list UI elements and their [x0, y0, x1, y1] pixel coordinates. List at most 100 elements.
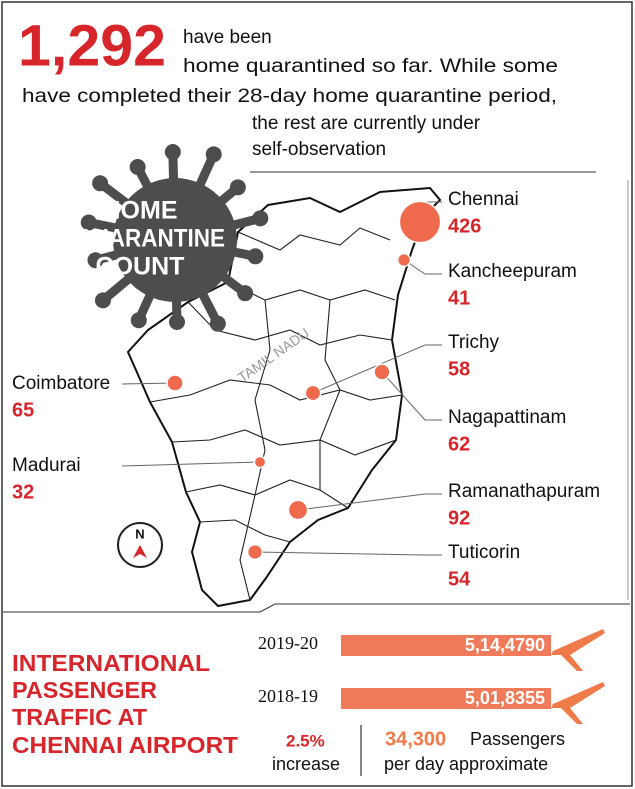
virus-spike	[134, 238, 180, 323]
city-bubble	[373, 363, 391, 381]
virus-spike	[170, 152, 218, 242]
virus-spike	[170, 239, 182, 323]
city-name: Coimbatore	[12, 373, 110, 394]
virus-spike	[133, 164, 180, 243]
virus-spike-tip	[87, 252, 104, 269]
district-line	[149, 379, 403, 403]
leader-line	[297, 493, 442, 511]
badge-line: COUNT	[96, 253, 185, 281]
bar-year: 2019-20	[258, 633, 318, 653]
city-name: Ramanathapuram	[448, 481, 600, 502]
city-value: 426	[448, 215, 481, 237]
increase-text: increase	[272, 754, 340, 774]
leader-line	[403, 259, 442, 275]
traffic-title: TRAFFIC AT	[12, 704, 147, 730]
city-value: 32	[12, 481, 34, 503]
virus-spike	[100, 236, 178, 304]
city-value: 41	[448, 287, 470, 309]
compass-label: N	[135, 526, 144, 541]
virus-spike-tip	[229, 179, 246, 196]
district-line	[239, 299, 271, 601]
leader-line	[312, 344, 442, 394]
virus-spike-tip	[129, 159, 146, 176]
city-value: 65	[12, 399, 34, 421]
bar	[341, 688, 551, 709]
city-value: 92	[448, 507, 470, 529]
leader-line	[121, 382, 176, 385]
badge-line: HOME	[103, 197, 178, 225]
virus-spike-tip	[92, 175, 109, 192]
header-line: have been	[183, 27, 272, 48]
district-line	[171, 429, 397, 456]
city-value: 62	[448, 433, 470, 455]
city-name: Chennai	[448, 189, 519, 210]
header-line: the rest are currently under	[252, 113, 481, 134]
virus-spike	[87, 218, 176, 245]
district-line	[227, 281, 396, 301]
city-bubble	[166, 374, 184, 392]
district-line	[237, 227, 391, 251]
bar-label: 5,14,4790	[465, 635, 545, 655]
virus-spike-tip	[164, 144, 181, 161]
bar-label: 5,01,8355	[465, 688, 545, 708]
virus-spike	[168, 151, 180, 241]
virus-spike	[97, 179, 178, 244]
headline-number: 1,292	[18, 13, 166, 78]
city-bubble	[246, 543, 264, 561]
virus-spike-tip	[237, 285, 254, 302]
daily-value: 34,300	[385, 728, 446, 750]
virus-spike-tip	[130, 312, 147, 329]
virus-spike-tip	[252, 210, 269, 227]
plane-icon	[551, 682, 605, 724]
traffic-title: CHENNAI AIRPORT	[12, 732, 238, 758]
city-name: Kancheepuram	[448, 261, 577, 282]
header-line: have completed their 28-day home quarant…	[22, 86, 557, 107]
divider	[3, 603, 630, 613]
district-line	[185, 479, 349, 509]
leader-line	[381, 371, 442, 421]
city-name: Tuticorin	[448, 542, 520, 563]
traffic-title: PASSENGER	[12, 677, 157, 703]
virus-spike-tip	[209, 315, 226, 332]
bar-year: 2018-19	[258, 686, 318, 706]
virus-spike	[170, 237, 222, 326]
daily-text: Passengers	[470, 729, 565, 749]
virus-spike	[172, 236, 248, 297]
city-bubble	[287, 499, 309, 521]
virus-spike	[174, 235, 257, 261]
district-line	[199, 519, 291, 543]
virus-spike	[94, 235, 177, 265]
virus-spike	[173, 213, 262, 245]
compass-arrow	[133, 545, 147, 558]
city-bubble	[398, 200, 442, 244]
city-value: 58	[448, 358, 470, 380]
map: TAMIL NADU N Chennai426Kancheepuram41Tri…	[12, 186, 600, 608]
city-value: 54	[448, 568, 471, 590]
city-bubble	[396, 252, 412, 268]
leader-line	[121, 461, 261, 467]
increase-value: 2.5%	[286, 731, 325, 750]
traffic-title: INTERNATIONAL	[12, 650, 210, 676]
virus-spike-tip	[80, 214, 97, 231]
header-line: home quarantined so far. While some	[183, 56, 558, 77]
district-line	[319, 299, 341, 490]
badge-line: QUARANTINE	[75, 225, 225, 253]
city-name: Trichy	[448, 332, 500, 353]
header-line: self-observation	[252, 139, 386, 160]
badge: HOME QUARANTINE COUNT	[75, 144, 269, 332]
city-name: Madurai	[12, 455, 81, 476]
traffic: INTERNATIONAL PASSENGER TRAFFIC AT CHENN…	[12, 629, 605, 776]
virus-spike	[172, 183, 241, 244]
virus-spike-tip	[169, 313, 186, 330]
leader-line	[254, 551, 442, 556]
city-bubble	[304, 384, 322, 402]
city-bubble	[253, 455, 267, 469]
plane-icon	[551, 629, 605, 671]
virus-spike-tip	[247, 248, 264, 265]
bar	[341, 635, 551, 656]
virus-spike-tip	[205, 146, 222, 163]
virus-spike-tip	[94, 292, 111, 309]
daily-note: per day approximate	[384, 754, 548, 774]
city-name: Nagapattinam	[448, 407, 566, 428]
